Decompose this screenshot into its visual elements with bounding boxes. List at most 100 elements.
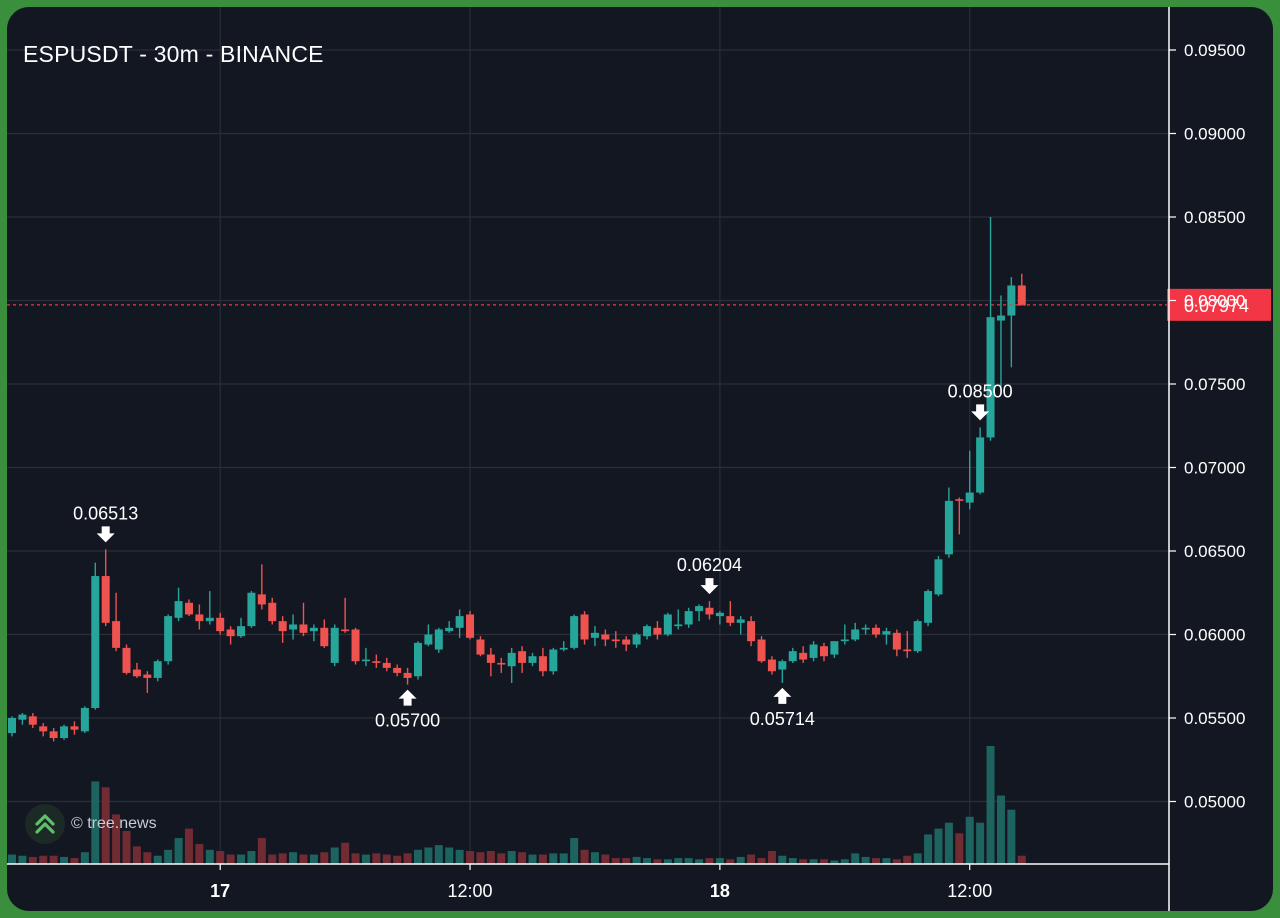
candle-body [486,654,495,663]
candle-body [809,644,818,658]
volume-bar [216,851,225,864]
candlestick-chart[interactable]: 0.07974 0.06513 0.05700 0.06204 0.05714 0.08… [7,7,1273,911]
candle-body [674,624,683,627]
price-tick-label: 0.09000 [1184,125,1245,144]
volume-bar [122,830,131,864]
price-tick-label: 0.06000 [1184,626,1245,645]
volume-bar [49,855,58,864]
volume-bar [663,859,672,864]
volume-bar [70,858,79,864]
annotation-label: 0.05700 [375,711,440,731]
candle-body [330,627,339,663]
candle-body [299,624,308,633]
volume-bar [705,858,714,864]
volume-bar [8,854,16,864]
volume-bar [580,849,589,864]
volume-bar [799,859,808,864]
candle-body [632,634,641,645]
volume-bar [747,854,756,864]
candle-body [996,315,1005,321]
candle-body [757,639,766,662]
candle-body [861,627,870,630]
candle-body [112,621,121,648]
candle-body [341,629,350,632]
candle-body [872,627,881,635]
volume-bar [934,828,943,864]
candle-body [382,662,391,668]
volume-bar [955,833,964,864]
volume-bar [976,822,985,864]
volume-bar [497,853,506,864]
candle-body [986,317,995,438]
candle-body [237,626,246,637]
candle-body [882,631,891,635]
volume-bar [184,828,193,864]
candle-body [549,649,558,672]
arrow-down-icon [96,526,115,543]
volume-bar [413,849,422,864]
candle-body [538,656,547,672]
arrow-down-icon [971,404,990,421]
candle-body [715,612,724,617]
tree-news-logo-icon [25,804,65,844]
volume-bar [434,845,443,864]
candle-body [174,601,183,618]
candle-body [601,634,610,640]
volume-bar [393,855,402,864]
volume-bar [361,854,370,864]
candle-body [955,499,964,501]
candle-body [944,500,953,555]
candle-body [122,647,131,673]
annotation-label: 0.06513 [73,503,138,523]
candle-body [445,627,454,632]
candle-body [164,616,173,662]
candle-body [778,661,787,670]
volume-bar [330,847,339,864]
candle-body [695,606,704,612]
candle-body [28,716,37,725]
volume-bar [684,858,693,864]
volume-bar [872,858,881,864]
volume-bar [403,853,412,864]
last-price-tag [1167,288,1271,321]
volume-bar [726,859,735,864]
volume-bar [507,851,516,864]
time-tick-label: 17 [210,881,230,901]
candle-body [622,639,631,645]
volume-bar [320,852,329,864]
candle-body [684,611,693,625]
time-axis[interactable]: 17 12:00 18 12:00 [7,863,1169,901]
candle-body [39,726,48,732]
volume-bar [132,846,141,864]
volume-bar [695,859,704,864]
candle-body [497,662,506,665]
candle-body [924,591,933,623]
candle-body [403,672,412,678]
volume-bar [424,847,433,864]
volume-bar [351,853,360,864]
volume-bar [643,858,652,864]
volume-bar [476,852,485,864]
volume-bar [445,847,454,864]
candle-body [424,634,433,645]
candle-body [913,621,922,652]
volume-bar [538,854,547,864]
candle-body [830,641,839,655]
volume-bar [205,849,214,864]
candle-body [132,669,141,677]
volume-bar [309,854,318,864]
volume-bar [247,851,256,864]
price-tick-label: 0.07500 [1184,375,1245,394]
volume-bar [528,854,537,864]
volume-bar [112,814,121,864]
volume-bar [80,852,89,864]
candle-body [518,651,527,663]
candle-body [60,726,69,739]
volume-bar [924,834,933,864]
volume-bar [851,853,860,864]
price-axis[interactable]: 0.09500 0.09000 0.08500 0.08000 0.07500 0.070… [1168,7,1245,911]
volume-bar [736,856,745,864]
candle-body [70,726,79,730]
volume-bar [632,856,641,864]
chart-frame: 0.07974 0.06513 0.05700 0.06204 0.05714 0.08… [7,7,1273,911]
